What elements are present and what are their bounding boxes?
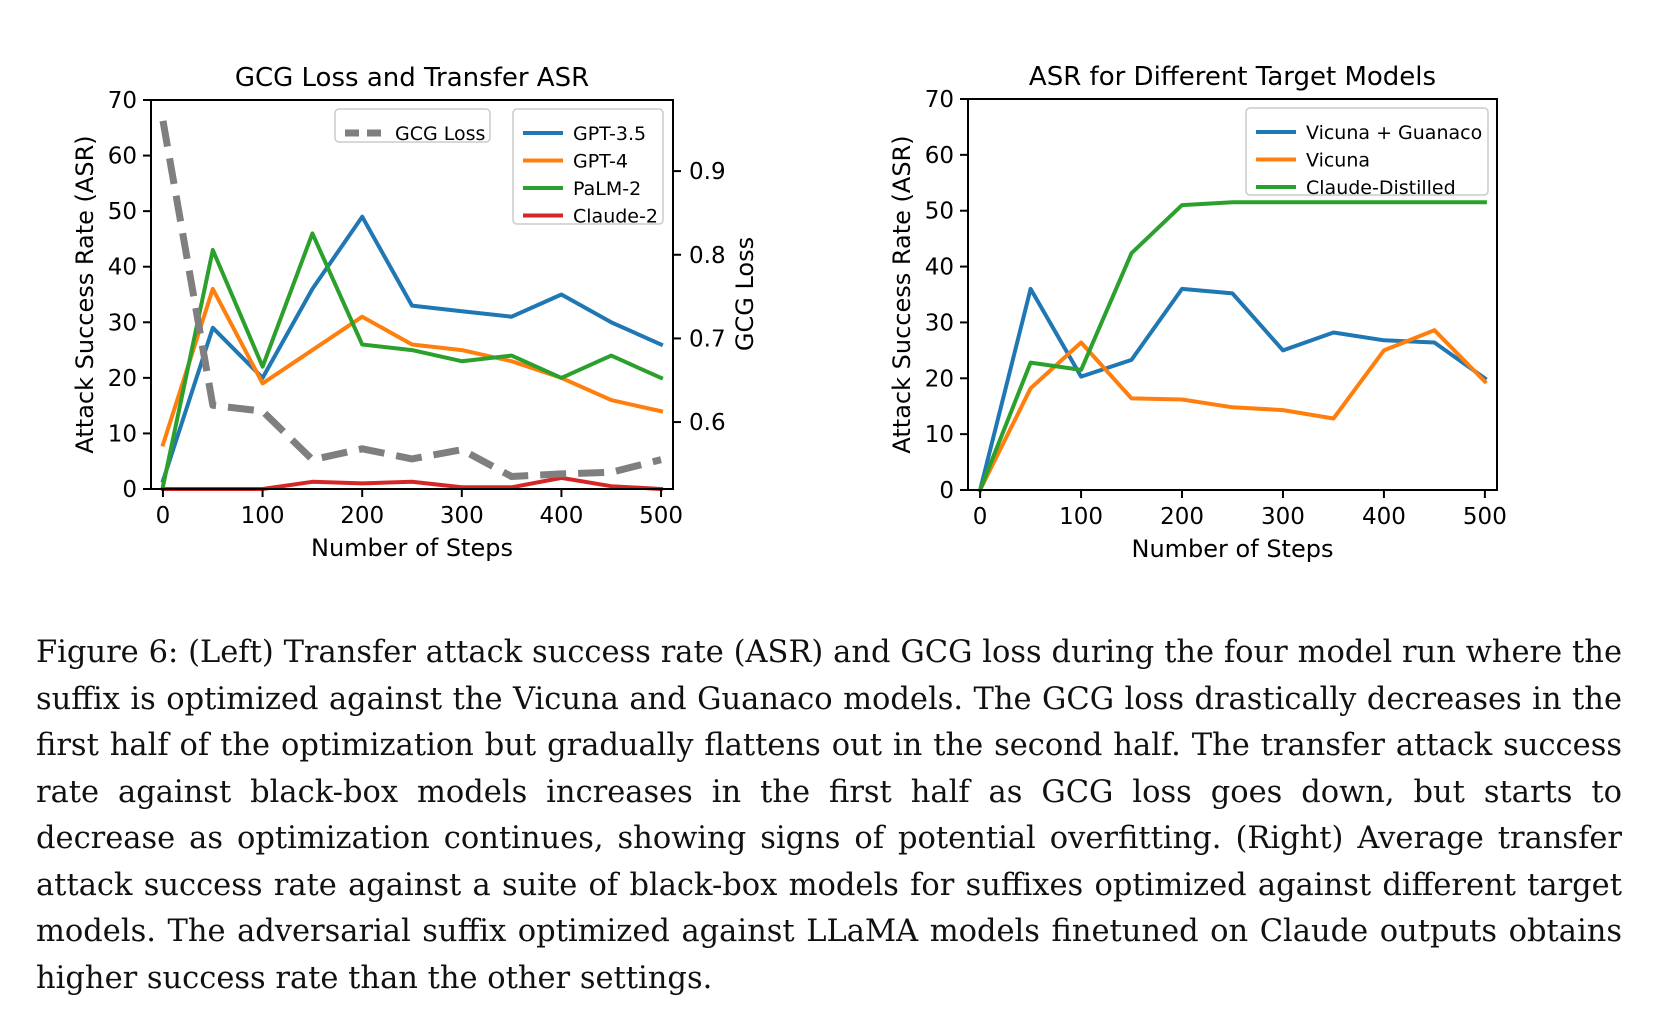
y-tick-label: 30 (108, 310, 137, 336)
legend: Vicuna + Guanaco Vicuna Claude-Distilled (1245, 107, 1489, 199)
series-line-gpt-3-5 (160, 214, 664, 484)
series-line-palm-2 (160, 231, 664, 489)
x-tick-label: 200 (1160, 504, 1204, 530)
y-tick-label: 10 (925, 422, 954, 448)
y-tick-label: 40 (108, 255, 137, 281)
y-axis-label: Attack Success Rate (ASR) (71, 135, 99, 453)
legend: GPT-3.5 GPT-4 PaLM-2 Claude-2 (512, 108, 664, 228)
y-tick-label: 50 (108, 199, 137, 225)
chart-title: ASR for Different Target Models (1029, 62, 1436, 92)
y-tick-label: 60 (925, 143, 954, 169)
y2-tick-label: 0.8 (689, 243, 726, 269)
y2-tick-label: 0.7 (689, 326, 726, 352)
y-tick-label: 40 (925, 255, 954, 281)
y-axis-label: Attack Success Rate (ASR) (888, 135, 916, 453)
chart-right: 0 100 200 300 400 500 0 10 20 30 40 50 60 70 ASR for D… (888, 62, 1507, 563)
y-tick-label: 30 (925, 310, 954, 336)
y-tick-label: 60 (108, 144, 137, 170)
legend-box (512, 108, 664, 225)
y2-tick-label: 0.6 (689, 410, 726, 436)
y-tick-label: 70 (925, 87, 954, 113)
x-axis-label: Number of Steps (311, 534, 513, 562)
x-tick-label: 300 (1261, 504, 1305, 530)
series-line-claude-2 (161, 475, 664, 492)
y-tick-label: 0 (939, 478, 954, 504)
x-tick-label: 500 (639, 503, 683, 529)
series-line-gcg-loss (159, 120, 662, 480)
y-tick-label: 0 (122, 477, 137, 503)
x-tick-label: 100 (241, 503, 285, 529)
legend-box (1245, 107, 1489, 196)
y-tick-label: 20 (108, 366, 137, 392)
plot-frame (150, 99, 674, 490)
legend-label: PaLM-2 (573, 178, 641, 200)
series-line-vicuna-guanaco (977, 286, 1488, 493)
x-tick-label: 300 (440, 503, 484, 529)
x-tick-label: 400 (1362, 504, 1406, 530)
figure-caption: Figure 6: (Left) Transfer attack success… (36, 635, 1622, 996)
x-tick-label: 400 (539, 503, 583, 529)
y2-tick-label: 0.9 (689, 159, 726, 185)
legend-label: Vicuna (1306, 150, 1370, 172)
charts-canvas: 0 100 200 300 400 5000102030405060700.60.70.8… (71, 62, 1507, 563)
y-tick-label: 50 (925, 199, 954, 225)
series-line-gpt-4 (160, 286, 664, 448)
chart-title: GCG Loss and Transfer ASR (235, 63, 589, 93)
legend-label: GPT-3.5 (573, 123, 646, 145)
x-tick-label: 0 (973, 504, 988, 530)
figure: 0 100 200 300 400 500 0 10 20 30 40 50 60 70 0.6 0.7 0.8… (71, 62, 1507, 563)
y-tick-label: 10 (108, 421, 137, 447)
series-line-vicuna (977, 328, 1488, 493)
x-tick-label: 500 (1463, 504, 1507, 530)
y2-axis-label: GCG Loss (731, 237, 759, 351)
plot-frame (967, 98, 1498, 491)
series-line-claude-distilled (977, 200, 1487, 493)
legend: GCG Loss (334, 108, 491, 145)
y-tick-label: 20 (925, 366, 954, 392)
x-tick-label: 0 (156, 503, 171, 529)
x-axis-label: Number of Steps (1132, 535, 1334, 563)
legend-label: GPT-4 (573, 151, 628, 173)
legend-label: Claude-Distilled (1306, 177, 1456, 199)
legend-label: GCG Loss (395, 123, 485, 145)
legend-label: Vicuna + Guanaco (1306, 122, 1482, 144)
y-tick-label: 70 (108, 88, 137, 114)
x-tick-label: 200 (340, 503, 384, 529)
legend-label: Claude-2 (573, 206, 658, 228)
chart-left: 0 100 200 300 400 500 0 10 20 30 40 50 60 70 0.6 0.7 0.8… (71, 63, 759, 562)
x-tick-label: 100 (1059, 504, 1103, 530)
